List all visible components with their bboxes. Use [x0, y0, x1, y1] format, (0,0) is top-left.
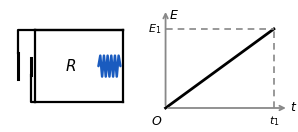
Text: $E$: $E$ [169, 9, 179, 22]
Text: $R$: $R$ [65, 58, 76, 74]
Text: $t$: $t$ [290, 102, 297, 114]
Text: $t_1$: $t_1$ [268, 115, 279, 128]
Text: $E_1$: $E_1$ [148, 22, 161, 36]
Text: $O$: $O$ [151, 115, 163, 128]
